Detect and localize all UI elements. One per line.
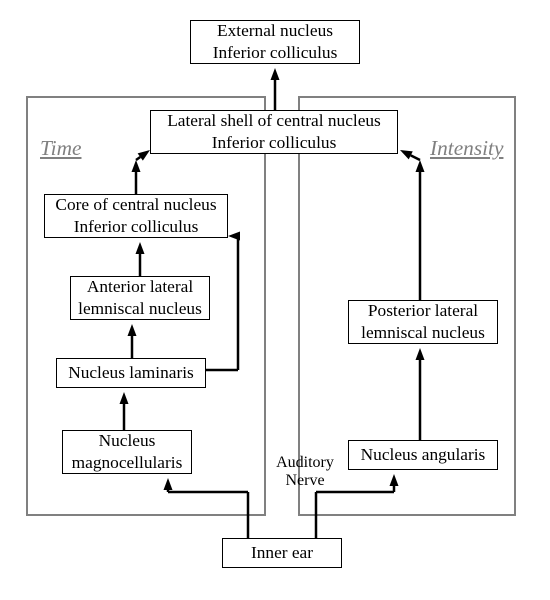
auditory-nerve-label: Auditory Nerve bbox=[270, 454, 340, 490]
node-posterior-lateral: Posterior lateral lemniscal nucleus bbox=[348, 300, 498, 344]
node-line: lemniscal nucleus bbox=[75, 298, 205, 320]
aux-line: Nerve bbox=[285, 472, 324, 489]
node-nucleus-magnocellularis: Nucleus magnocellularis bbox=[62, 430, 192, 474]
node-line: Inner ear bbox=[227, 542, 337, 564]
node-core-central-nucleus: Core of central nucleus Inferior collicu… bbox=[44, 194, 228, 238]
node-line: Nucleus bbox=[67, 430, 187, 452]
aux-line: Auditory bbox=[276, 454, 334, 471]
node-external-nucleus: External nucleus Inferior colliculus bbox=[190, 20, 360, 64]
node-line: Core of central nucleus bbox=[49, 194, 223, 216]
node-line: magnocellularis bbox=[67, 452, 187, 474]
node-line: lemniscal nucleus bbox=[353, 322, 493, 344]
node-line: Posterior lateral bbox=[353, 300, 493, 322]
node-line: Nucleus angularis bbox=[353, 444, 493, 466]
node-lateral-shell: Lateral shell of central nucleus Inferio… bbox=[150, 110, 398, 154]
node-line: Inferior colliculus bbox=[195, 42, 355, 64]
diagram-stage: Time Intensity External nucleus Inferior… bbox=[0, 0, 550, 600]
node-line: Inferior colliculus bbox=[49, 216, 223, 238]
region-intensity-label: Intensity bbox=[430, 136, 503, 161]
node-line: Lateral shell of central nucleus bbox=[155, 110, 393, 132]
node-line: Nucleus laminaris bbox=[61, 362, 201, 384]
node-line: Anterior lateral bbox=[75, 276, 205, 298]
node-line: External nucleus bbox=[195, 20, 355, 42]
region-time-label: Time bbox=[40, 136, 81, 161]
node-line: Inferior colliculus bbox=[155, 132, 393, 154]
node-nucleus-angularis: Nucleus angularis bbox=[348, 440, 498, 470]
node-inner-ear: Inner ear bbox=[222, 538, 342, 568]
node-nucleus-laminaris: Nucleus laminaris bbox=[56, 358, 206, 388]
node-anterior-lateral: Anterior lateral lemniscal nucleus bbox=[70, 276, 210, 320]
